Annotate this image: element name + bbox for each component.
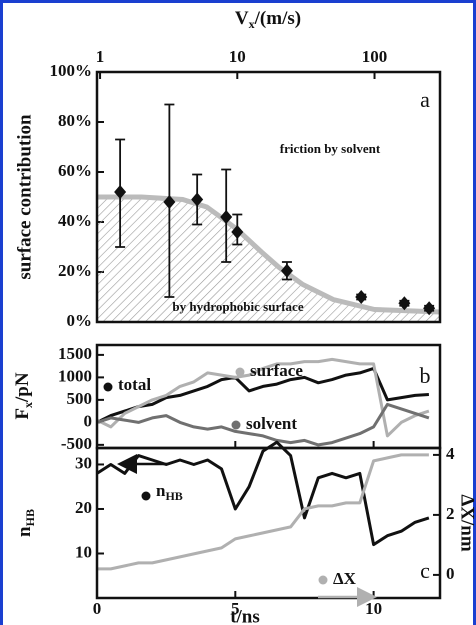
x-tick-label: 100	[362, 47, 388, 66]
legend-label: nHB	[156, 481, 183, 503]
y-tick-label: 500	[67, 389, 93, 408]
x-axis-label: Vx/(m/s)	[235, 8, 301, 30]
x-axis-label: /(m/s)	[254, 8, 301, 29]
x-axis-label: V	[235, 8, 249, 29]
series-line	[96, 357, 430, 438]
y-tick-label: -500	[61, 434, 92, 453]
series-line	[96, 402, 430, 447]
point	[191, 192, 204, 207]
plot-frame	[95, 70, 442, 324]
point	[220, 210, 233, 224]
y2-axis-label: ΔX/nm	[457, 494, 476, 551]
legend-label: solvent	[246, 414, 297, 433]
y-axis-label: HB	[23, 509, 37, 526]
y-tick-label: 10	[75, 542, 92, 561]
point	[163, 195, 176, 209]
y-tick-label: 20	[75, 498, 92, 517]
point	[355, 290, 368, 304]
annotation: by hydrophobic surface	[172, 299, 303, 314]
legend-marker	[235, 367, 245, 377]
legend-label: HB	[165, 489, 182, 503]
y-axis-label: /pN	[12, 372, 33, 403]
y2-tick-label: 2	[446, 504, 455, 523]
series-line	[96, 440, 430, 547]
y-axis-label: F	[12, 408, 33, 420]
legend-label: surface	[250, 361, 303, 380]
legend-label: total	[118, 375, 151, 394]
point	[231, 225, 244, 239]
panel-label: c	[420, 558, 430, 583]
y-axis-label: x	[21, 402, 35, 408]
y-tick-label: 40%	[58, 211, 92, 230]
panel-label: b	[420, 363, 431, 388]
y-tick-label: 0%	[67, 311, 93, 330]
panel-label: a	[420, 87, 430, 112]
y-tick-label: 1500	[58, 344, 92, 363]
legend-marker	[231, 420, 241, 430]
y-axis-label: nHB	[14, 509, 36, 537]
labels: Vx/(m/s) surface contribution a friction…	[12, 8, 476, 625]
x-tick-label: 1	[96, 47, 105, 66]
series-line	[97, 453, 429, 571]
point	[114, 185, 127, 199]
y-tick-label: 60%	[58, 161, 92, 180]
legend-marker	[318, 575, 328, 585]
y2-tick-label: 0	[446, 564, 455, 583]
fit-line	[97, 194, 441, 315]
x-axis-label: x	[249, 17, 255, 31]
legend-marker	[141, 491, 151, 501]
point	[423, 301, 436, 316]
y-axis-label: Fx/pN	[12, 372, 34, 419]
legend-marker	[103, 382, 113, 392]
y2-tick-label: 4	[446, 444, 455, 463]
annotation: friction by solvent	[280, 141, 381, 156]
x-tick-label: 0	[93, 599, 102, 618]
y-tick-label: 80%	[58, 111, 92, 130]
y-tick-label: 100%	[50, 61, 93, 80]
plot-frame	[95, 446, 442, 600]
x-tick-label: 5	[231, 599, 240, 618]
y-tick-label: 0	[84, 411, 93, 430]
y-tick-label: 30	[75, 453, 92, 472]
x-tick-label: 10	[229, 47, 246, 66]
point	[280, 263, 293, 278]
marks: 0%20%40%60%80%100%1 10 100-500050010001500…	[50, 47, 456, 618]
y-tick-label: 20%	[58, 261, 92, 280]
x-tick-label: 10	[365, 599, 382, 618]
point	[398, 296, 411, 311]
y-axis-label: surface contribution	[14, 114, 35, 280]
y-axis-label: n	[14, 526, 35, 537]
x-axis-label: t/ns	[230, 606, 260, 625]
legend-label: ΔX	[333, 569, 357, 588]
legend-label: n	[156, 481, 166, 500]
y-tick-label: 1000	[58, 366, 92, 385]
